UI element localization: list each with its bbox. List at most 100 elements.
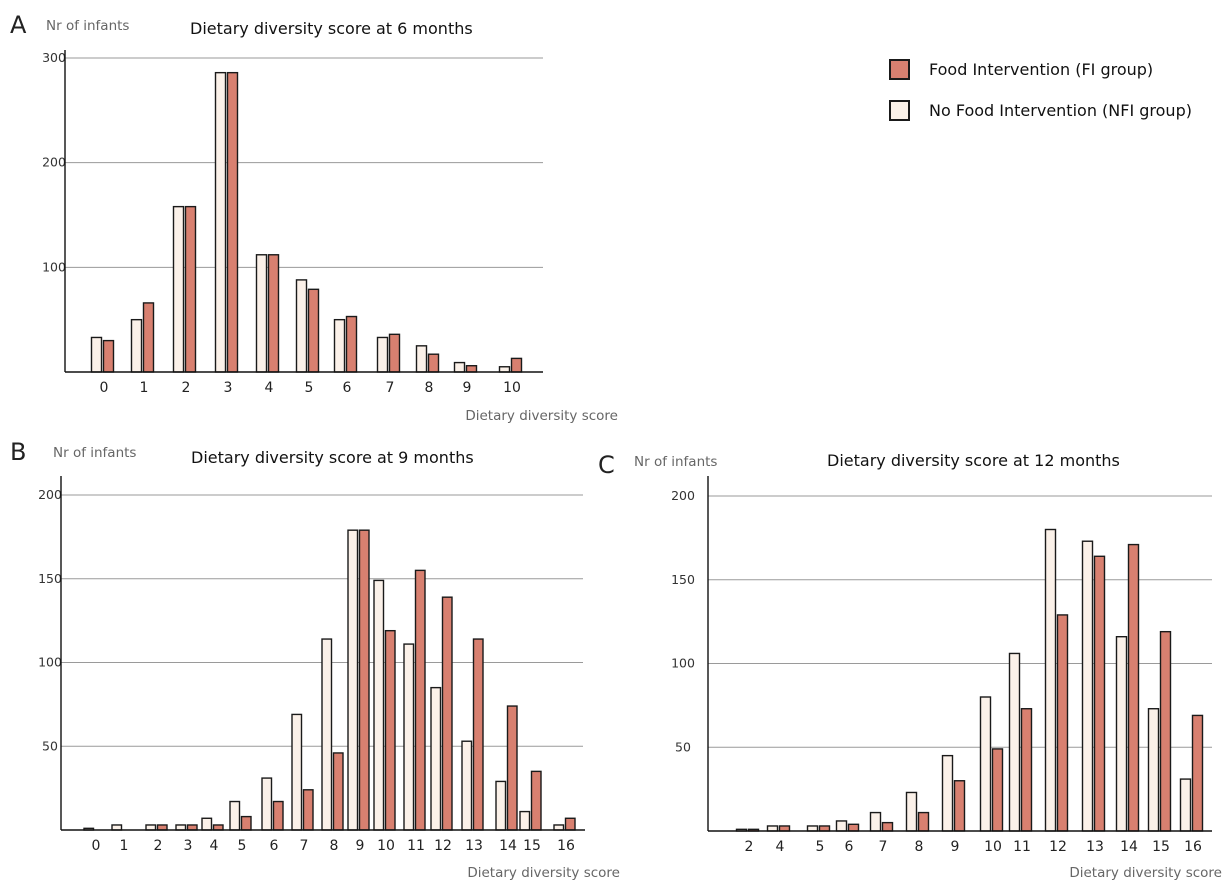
panel-a-bar-fi-7 — [388, 333, 401, 373]
panel-b-bar-fi-9 — [358, 529, 370, 831]
panel-b-xtick-label: 8 — [330, 838, 339, 854]
panel-b-xtick-label: 0 — [92, 838, 101, 854]
panel-c-bar-nfi-10 — [979, 696, 992, 832]
panel-b: B Nr of infants Dietary diversity score … — [10, 438, 620, 881]
panel-b-xtick-label: 16 — [557, 838, 575, 854]
panel-c-bar-fi-16 — [1191, 714, 1204, 832]
panel-c-bar-nfi-13 — [1081, 540, 1094, 832]
panel-c-bar-nfi-15 — [1147, 708, 1160, 832]
panel-b-bar-nfi-16 — [553, 824, 565, 831]
panel-c-bar-fi-5 — [818, 825, 831, 832]
panel-c-ytick-label: 150 — [671, 572, 695, 587]
panel-c-xtick-label: 7 — [879, 839, 888, 855]
panel-a-bar-nfi-6 — [333, 318, 346, 373]
panel-c-bar-fi-12 — [1056, 614, 1069, 832]
panel-c-xtick-label: 5 — [816, 839, 825, 855]
panel-b-xticks: 0 1 2 3 4 5 6 7 8 9 10 11 12 13 14 15 16 — [92, 838, 575, 854]
panel-c-xtick-label: 15 — [1152, 839, 1170, 855]
panel-b-bar-fi-12 — [441, 596, 453, 831]
panel-c-ylabel: Nr of infants — [634, 454, 717, 470]
panel-a: A Nr of infants Dietary diversity score … — [10, 11, 618, 424]
panel-b-bar-nfi-4 — [201, 817, 213, 831]
panel-a-bar-nfi-9 — [453, 361, 466, 373]
panel-a-bar-nfi-7 — [376, 336, 389, 373]
panel-c-xlabel: Dietary diversity score — [1069, 865, 1222, 881]
panel-c-bar-nfi-16 — [1179, 778, 1192, 832]
panel-b-ytick-label: 200 — [38, 487, 62, 502]
panel-c-bar-nfi-11 — [1008, 652, 1021, 832]
panel-b-xtick-label: 10 — [377, 838, 395, 854]
panel-b-bar-nfi-12 — [430, 686, 442, 831]
panel-b-bar-nfi-10 — [373, 579, 385, 831]
panel-c-bar-nfi-6 — [835, 820, 848, 832]
panel-a-bar-fi-9 — [465, 365, 478, 373]
panel-b-bar-fi-2 — [156, 824, 168, 831]
panel-c-xticks: 2 4 5 6 7 8 9 10 11 12 13 14 15 16 — [745, 839, 1202, 855]
panel-c-bar-fi-6 — [847, 823, 860, 832]
panel-a-xlabel: Dietary diversity score — [465, 408, 618, 424]
panel-c-xtick-label: 4 — [776, 839, 785, 855]
panel-b-bar-nfi-8 — [321, 638, 333, 831]
panel-a-bar-nfi-8 — [415, 345, 428, 373]
panel-c-ytick-label: 50 — [675, 739, 691, 754]
panel-b-bars — [83, 529, 576, 831]
panel-c-bar-fi-8 — [917, 811, 930, 832]
panel-c-xtick-label: 9 — [951, 839, 960, 855]
panel-c-bar-fi-9 — [953, 780, 966, 832]
panel-c-bar-fi-11 — [1020, 708, 1033, 832]
panel-a-xtick-label: 9 — [463, 380, 472, 396]
panel-a-bar-nfi-10 — [498, 366, 511, 373]
panel-b-bar-nfi-6 — [261, 777, 273, 831]
panel-a-ytick-label: 300 — [42, 50, 66, 65]
panel-b-bar-nfi-5 — [229, 800, 241, 831]
panel-c-ytick-label: 200 — [671, 488, 695, 503]
panel-a-xtick-label: 5 — [305, 380, 314, 396]
panel-a-bar-fi-5 — [307, 288, 320, 373]
panel-b-bar-fi-8 — [332, 752, 344, 831]
panel-c-bar-nfi-5 — [806, 825, 819, 832]
panel-c-xtick-label: 10 — [984, 839, 1002, 855]
panel-b-xtick-label: 1 — [120, 838, 129, 854]
legend-label-nfi: No Food Intervention (NFI group) — [929, 101, 1192, 120]
panel-b-bar-nfi-7 — [291, 713, 303, 831]
panel-c-bar-fi-14 — [1127, 543, 1140, 832]
panel-c-bar-nfi-4 — [766, 825, 779, 832]
panel-b-title: Dietary diversity score at 9 months — [191, 448, 474, 467]
panel-b-xtick-label: 15 — [523, 838, 541, 854]
panel-b-bar-fi-3 — [186, 824, 198, 831]
panel-a-ytick-label: 100 — [42, 259, 66, 274]
panel-a-bar-nfi-4 — [255, 254, 268, 373]
panel-b-ytick-label: 150 — [38, 571, 62, 586]
panel-c-bar-fi-4 — [778, 825, 791, 832]
panel-a-gridlines — [65, 57, 543, 268]
panel-b-bar-fi-4 — [212, 824, 224, 831]
panel-b-xtick-label: 6 — [270, 838, 279, 854]
panel-b-xtick-label: 2 — [154, 838, 163, 854]
panel-b-yticks: 50 100 150 200 — [38, 487, 62, 753]
panel-a-bar-nfi-3 — [214, 71, 227, 373]
panel-a-xtick-label: 7 — [386, 380, 395, 396]
panel-c-bar-fi-15 — [1159, 630, 1172, 832]
panel-c-bar-fi-10 — [991, 748, 1004, 832]
panel-a-bar-fi-1 — [142, 302, 155, 373]
panel-a-xtick-label: 4 — [265, 380, 274, 396]
panel-c-letter: C — [598, 451, 615, 479]
panel-c-xtick-label: 11 — [1013, 839, 1031, 855]
panel-a-ylabel: Nr of infants — [46, 18, 129, 34]
panel-b-bar-fi-11 — [414, 569, 426, 831]
panel-b-letter: B — [10, 438, 26, 466]
panel-b-xtick-label: 13 — [465, 838, 483, 854]
panel-b-bar-nfi-13 — [461, 740, 473, 831]
panel-a-bar-nfi-1 — [130, 318, 143, 373]
panel-c-xtick-label: 8 — [915, 839, 924, 855]
panel-a-xtick-label: 8 — [425, 380, 434, 396]
panel-c-title: Dietary diversity score at 12 months — [827, 451, 1120, 470]
panel-b-xtick-label: 9 — [356, 838, 365, 854]
panel-b-bar-nfi-11 — [403, 643, 415, 831]
panel-a-title: Dietary diversity score at 6 months — [190, 19, 473, 38]
panel-b-bar-nfi-3 — [175, 824, 187, 831]
panel-c-yticks: 50 100 150 200 — [671, 488, 695, 754]
legend-label-fi: Food Intervention (FI group) — [929, 60, 1153, 79]
panel-a-letter: A — [10, 11, 27, 39]
